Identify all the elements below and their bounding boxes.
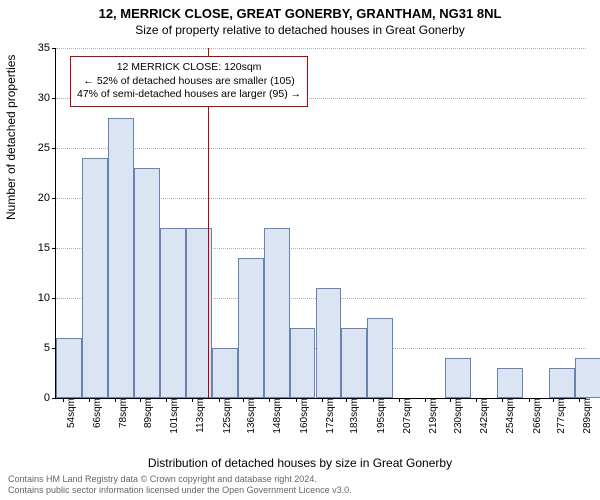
xtick-label: 230sqm bbox=[447, 398, 464, 434]
xtick-label: 219sqm bbox=[422, 398, 439, 434]
chart-container: 12, MERRICK CLOSE, GREAT GONERBY, GRANTH… bbox=[0, 0, 600, 500]
footer-line1: Contains HM Land Registry data © Crown c… bbox=[8, 474, 352, 486]
xtick-label: 66sqm bbox=[86, 398, 103, 428]
annotation-box: 12 MERRICK CLOSE: 120sqm ← 52% of detach… bbox=[70, 56, 308, 107]
histogram-bar bbox=[82, 158, 108, 398]
histogram-bar bbox=[341, 328, 367, 398]
histogram-bar bbox=[549, 368, 575, 398]
xtick-label: 242sqm bbox=[473, 398, 490, 434]
chart-subtitle: Size of property relative to detached ho… bbox=[0, 21, 600, 41]
histogram-bar bbox=[445, 358, 471, 398]
xtick-label: 289sqm bbox=[576, 398, 593, 434]
histogram-bar bbox=[497, 368, 523, 398]
xtick-label: 78sqm bbox=[112, 398, 129, 428]
histogram-bar bbox=[238, 258, 264, 398]
ytick-label: 30 bbox=[20, 92, 56, 104]
histogram-bar bbox=[160, 228, 186, 398]
annotation-line2: ← 52% of detached houses are smaller (10… bbox=[77, 75, 301, 89]
xtick-label: 136sqm bbox=[240, 398, 257, 434]
histogram-bar bbox=[316, 288, 342, 398]
xtick-label: 195sqm bbox=[370, 398, 387, 434]
histogram-bar bbox=[575, 358, 600, 398]
footer: Contains HM Land Registry data © Crown c… bbox=[8, 474, 352, 497]
xtick-label: 160sqm bbox=[293, 398, 310, 434]
ytick-label: 5 bbox=[20, 342, 56, 354]
xtick-label: 207sqm bbox=[396, 398, 413, 434]
xtick-label: 54sqm bbox=[60, 398, 77, 428]
histogram-bar bbox=[212, 348, 238, 398]
histogram-bar bbox=[108, 118, 134, 398]
xtick-label: 148sqm bbox=[266, 398, 283, 434]
ytick-label: 15 bbox=[20, 242, 56, 254]
xtick-label: 277sqm bbox=[550, 398, 567, 434]
y-axis-label: Number of detached properties bbox=[4, 55, 18, 220]
chart-title: 12, MERRICK CLOSE, GREAT GONERBY, GRANTH… bbox=[0, 0, 600, 21]
histogram-bar bbox=[56, 338, 82, 398]
annotation-line1: 12 MERRICK CLOSE: 120sqm bbox=[77, 61, 301, 75]
ytick-label: 35 bbox=[20, 42, 56, 54]
ytick-label: 20 bbox=[20, 192, 56, 204]
xtick-label: 113sqm bbox=[189, 398, 206, 433]
ytick-label: 25 bbox=[20, 142, 56, 154]
xtick-label: 183sqm bbox=[343, 398, 360, 434]
xtick-label: 172sqm bbox=[319, 398, 336, 434]
ytick-label: 0 bbox=[20, 392, 56, 404]
histogram-bar bbox=[134, 168, 160, 398]
plot-area: 12 MERRICK CLOSE: 120sqm ← 52% of detach… bbox=[55, 48, 586, 399]
xtick-label: 254sqm bbox=[499, 398, 516, 434]
footer-line2: Contains public sector information licen… bbox=[8, 485, 352, 497]
ytick-label: 10 bbox=[20, 292, 56, 304]
gridline bbox=[56, 148, 586, 149]
histogram-bar bbox=[290, 328, 316, 398]
xtick-label: 101sqm bbox=[163, 398, 180, 434]
xtick-label: 125sqm bbox=[216, 398, 233, 434]
gridline bbox=[56, 48, 586, 49]
histogram-bar bbox=[264, 228, 290, 398]
xtick-label: 89sqm bbox=[137, 398, 154, 428]
x-axis-label: Distribution of detached houses by size … bbox=[0, 456, 600, 470]
histogram-bar bbox=[367, 318, 393, 398]
annotation-line3: 47% of semi-detached houses are larger (… bbox=[77, 88, 301, 102]
xtick-label: 266sqm bbox=[526, 398, 543, 434]
